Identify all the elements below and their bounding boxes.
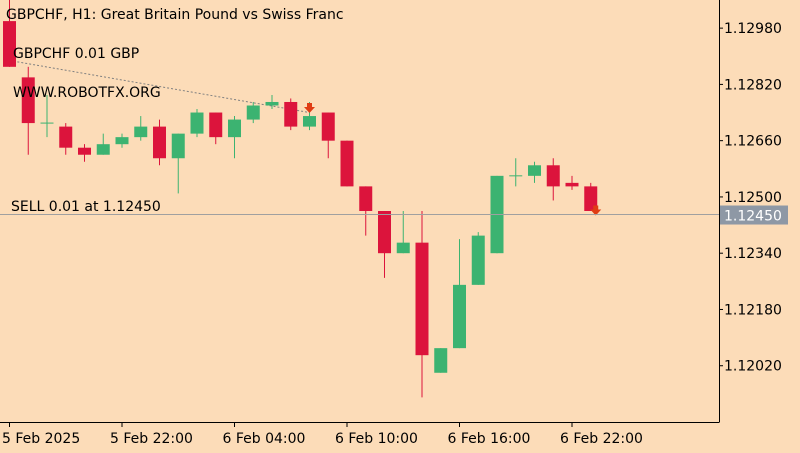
candle-body <box>265 101 279 106</box>
candle-body <box>378 211 391 254</box>
candle-body <box>565 182 579 187</box>
candle[interactable] <box>415 211 429 398</box>
candle[interactable] <box>40 94 54 138</box>
x-tick-label: 5 Feb 2025 <box>2 431 80 447</box>
candle-body <box>246 105 260 120</box>
candle[interactable] <box>21 66 35 155</box>
candle[interactable] <box>190 109 204 138</box>
candle[interactable] <box>565 175 579 190</box>
candle[interactable] <box>78 144 91 162</box>
order-label: SELL 0.01 at 1.12450 <box>11 199 161 215</box>
arrow-down-icon <box>590 205 602 216</box>
candle-body <box>3 21 16 67</box>
current-price-tag: 1.12450 <box>720 205 788 225</box>
candle-body <box>209 112 223 138</box>
x-tick-label: 6 Feb 04:00 <box>223 431 306 447</box>
candle-body <box>96 144 110 155</box>
candle[interactable] <box>434 348 448 373</box>
candle[interactable] <box>228 116 241 159</box>
candle-body <box>59 126 73 148</box>
candle[interactable] <box>340 140 354 187</box>
candle-body <box>546 165 560 187</box>
candle-body <box>340 140 354 187</box>
candle[interactable] <box>59 123 73 155</box>
candle-body <box>528 165 541 176</box>
candle-body <box>396 242 410 254</box>
price-tag-background <box>720 205 788 225</box>
candle[interactable] <box>209 112 223 145</box>
candle[interactable] <box>584 182 598 211</box>
x-tick-label: 5 Feb 22:00 <box>110 431 193 447</box>
candle[interactable] <box>284 98 298 131</box>
candle-body <box>359 186 373 211</box>
candle[interactable] <box>246 101 260 124</box>
candle[interactable] <box>453 239 466 349</box>
y-tick-label: 1.12180 <box>724 302 782 318</box>
price-tag-label: 1.12450 <box>724 209 782 225</box>
y-tick-label: 1.12020 <box>724 359 782 375</box>
candle[interactable] <box>528 161 541 183</box>
chart-title: GBPCHF, H1: Great Britain Pound vs Swiss… <box>6 7 344 23</box>
arrow-down-icon <box>304 102 315 113</box>
candle[interactable] <box>321 112 335 159</box>
candle-body <box>115 137 129 145</box>
candle[interactable] <box>509 158 523 187</box>
candle-body <box>321 112 335 141</box>
candle[interactable] <box>171 133 185 194</box>
candle[interactable] <box>359 186 373 236</box>
candle[interactable] <box>378 211 391 278</box>
candle[interactable] <box>3 0 16 67</box>
y-tick-label: 1.12660 <box>724 134 782 150</box>
candle-body <box>153 126 166 159</box>
candle-body <box>171 133 185 159</box>
candle-body <box>21 77 35 124</box>
candle-body <box>134 126 148 138</box>
candle[interactable] <box>265 94 279 110</box>
x-tick-label: 6 Feb 22:00 <box>560 431 643 447</box>
candle-body <box>228 119 241 138</box>
candle-body <box>284 101 298 127</box>
candle[interactable] <box>134 116 148 141</box>
y-tick-label: 1.12980 <box>724 21 782 37</box>
candle-body <box>434 348 448 373</box>
trend-line[interactable] <box>5 59 310 114</box>
candle[interactable] <box>153 119 166 166</box>
candle[interactable] <box>396 211 410 254</box>
x-tick-label: 6 Feb 10:00 <box>335 431 418 447</box>
candle-body <box>453 284 466 349</box>
candle-body <box>584 186 598 211</box>
y-tick-label: 1.12820 <box>724 77 782 93</box>
candle-body <box>190 112 204 134</box>
x-tick-label: 6 Feb 16:00 <box>448 431 531 447</box>
y-tick-label: 1.12340 <box>724 246 782 262</box>
website-label: WWW.ROBOTFX.ORG <box>13 85 161 101</box>
candle[interactable] <box>96 133 110 155</box>
lot-size-label: GBPCHF 0.01 GBP <box>13 46 139 62</box>
candle-body <box>303 116 316 127</box>
candle-body <box>471 235 485 285</box>
candle[interactable] <box>471 232 485 285</box>
candle-body <box>415 242 429 356</box>
candle[interactable] <box>115 133 129 148</box>
candle[interactable] <box>546 158 560 201</box>
candle-body <box>78 147 91 155</box>
y-tick-label: 1.12500 <box>724 190 782 206</box>
